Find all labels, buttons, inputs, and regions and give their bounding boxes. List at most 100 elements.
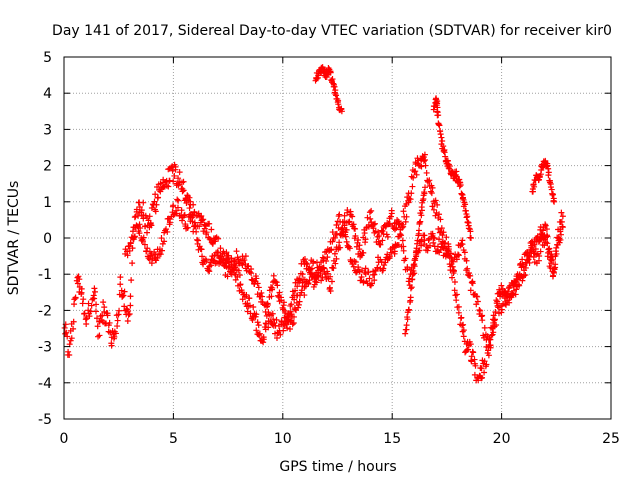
data-point-track-a [366,209,373,216]
data-point-track-b [520,272,527,279]
data-point-track-a [426,177,433,184]
data-point-track-b [272,278,279,285]
data-point-track-b [158,235,165,242]
data-point-track-a [327,273,334,280]
data-point-track-a [413,171,420,178]
data-point-track-b [294,283,301,290]
data-point-track-a [70,318,77,325]
data-point-track-b [491,317,498,324]
data-point-track-a [460,333,467,340]
data-point-track-a [136,203,143,210]
data-point-track-b [368,280,375,287]
data-point-track-b [362,265,369,272]
data-point-track-a [108,342,115,349]
data-point-track-b [534,234,541,241]
data-point-track-b [525,256,532,263]
data-point-track-b [477,307,484,314]
data-point-arc [435,121,442,128]
data-point-track-b [198,246,205,253]
data-point-track-b [192,223,199,230]
data-point-track-a [72,294,79,301]
data-point-track-b [380,265,387,272]
data-point-track-a [114,323,121,330]
data-point-track-b [467,287,474,294]
data-point-track-a [140,199,147,206]
data-point-arc [414,237,421,244]
data-point-track-b [332,234,339,241]
data-point-track-a [199,217,206,224]
data-point-track-a [117,281,124,288]
data-point-track-b [388,249,395,256]
data-point-track-b [546,245,553,252]
data-point-track-b [254,280,261,287]
data-point-track-b [557,228,564,235]
data-point-track-b [538,231,545,238]
data-point-track-a [393,224,400,231]
data-point-track-a [387,213,394,220]
data-point-track-b [253,275,260,282]
data-point-track-a [360,249,367,256]
data-point-track-a [379,237,386,244]
data-point-track-a [144,229,150,236]
data-point-track-a [468,353,475,360]
data-point-track-a [112,330,119,337]
data-point-track-b [474,293,481,300]
data-point-track-a [327,287,334,294]
data-point-track-a [483,361,490,368]
data-point-track-a [176,169,183,176]
data-point-arc [434,98,441,105]
data-point-track-a [260,339,267,346]
data-point-track-b [163,226,170,233]
data-point-track-b [227,269,234,276]
data-point-track-a [479,374,486,381]
data-point-arc [435,112,442,119]
data-point-track-a [273,316,280,323]
data-point-track-a [66,351,73,358]
data-point-track-a [544,240,551,247]
data-point-track-b [259,293,266,300]
data-point-track-b [530,248,537,255]
data-point-track-a [99,312,106,319]
data-point-track-a [290,313,297,320]
data-point-track-b [181,211,188,218]
data-point-track-b [503,298,510,305]
data-point-track-a [470,349,477,356]
data-point-track-b [473,293,480,300]
data-point-track-b [319,266,326,273]
data-point-track-a [362,236,369,243]
data-point-track-b [275,292,282,299]
data-point-track-a [111,333,118,340]
y-tick-label: 5 [43,50,52,66]
data-point-track-b [513,286,520,293]
data-point-track-b [511,279,518,286]
y-tick-label: -2 [38,303,52,319]
data-point-track-a [95,333,102,340]
data-point-track-a [296,298,303,305]
y-tick-label: 0 [43,231,52,247]
data-point-track-b [559,224,566,231]
data-point-track-a [94,323,101,330]
data-point-track-b [543,226,550,233]
data-point-arc [440,143,447,150]
data-point-track-a [260,336,267,343]
data-point-track-b [286,312,293,319]
data-point-track-b [539,227,546,234]
data-points [61,64,566,384]
y-tick-label: 4 [43,86,52,102]
data-point-track-a [249,316,256,323]
data-point-track-b [341,222,348,229]
data-point-track-a [206,220,213,227]
data-point-track-a [371,229,378,236]
data-point-track-a [536,252,543,259]
data-point-track-a [126,311,133,318]
data-point-track-a [402,218,409,225]
data-point-track-b [140,234,147,241]
data-point-track-a [92,308,99,315]
data-point-track-a [421,151,428,158]
data-point-track-a [458,322,465,329]
data-point-track-a [558,209,565,216]
data-point-track-a [437,216,444,223]
data-point-track-a [326,284,333,291]
data-point-track-b [210,257,217,264]
data-point-track-a [379,228,386,235]
